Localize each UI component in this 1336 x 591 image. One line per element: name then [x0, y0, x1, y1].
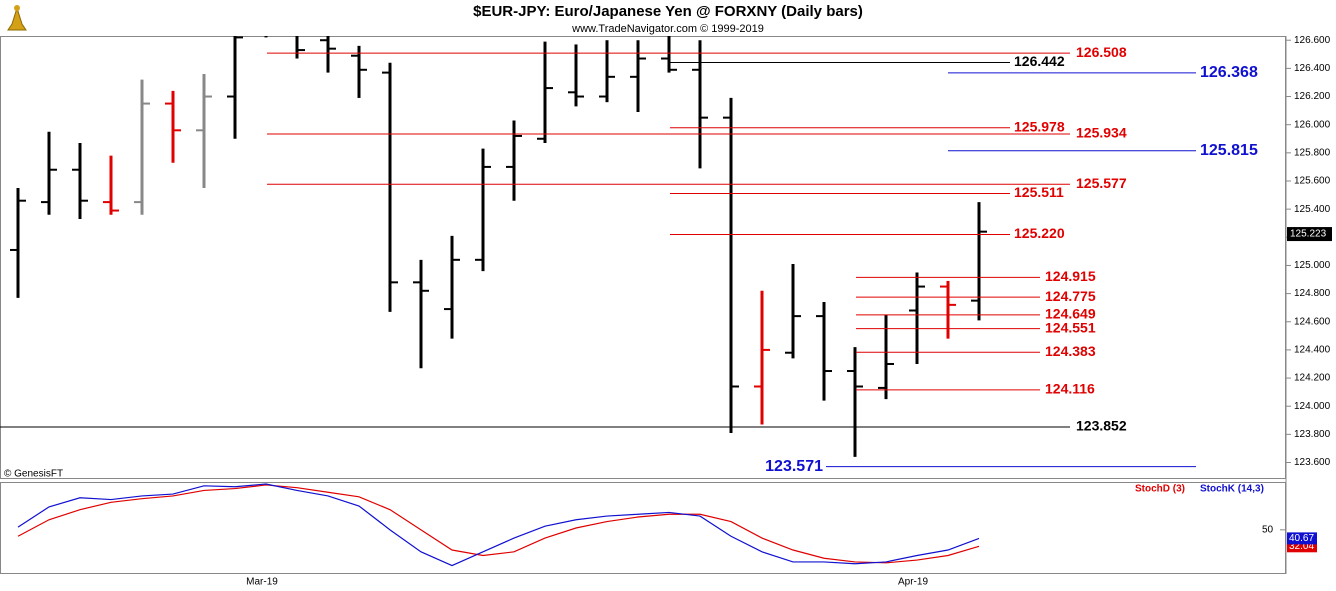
x-tick-label: Apr-19	[898, 577, 928, 588]
y-tick-label: 126.400	[1294, 63, 1331, 74]
y-tick-label: 125.000	[1294, 260, 1331, 271]
y-tick-label: 124.000	[1294, 401, 1331, 412]
level-label: 124.383	[1045, 343, 1096, 359]
level-label: 124.551	[1045, 319, 1096, 335]
stoch-last-box	[1287, 532, 1317, 545]
level-label: 125.220	[1014, 225, 1065, 241]
y-tick-label: 126.600	[1294, 35, 1331, 46]
y-tick-label: 125.600	[1294, 176, 1331, 187]
level-label: 125.511	[1014, 184, 1064, 200]
level-label: 125.934	[1076, 125, 1127, 141]
level-label: 125.978	[1014, 118, 1065, 134]
level-label: 126.508	[1076, 44, 1127, 60]
x-tick-label: Mar-19	[246, 577, 278, 588]
stoch-last-label: 32.04	[1289, 541, 1314, 552]
y-tick-label: 126.000	[1294, 119, 1331, 130]
stoch-line	[17, 484, 980, 564]
y-tick-label: 124.400	[1294, 345, 1331, 356]
y-tick-label: 124.200	[1294, 373, 1331, 384]
last-price-box	[1287, 227, 1332, 242]
y-tick-label: 126.200	[1294, 91, 1331, 102]
level-label: 124.116	[1045, 381, 1095, 397]
level-label: 124.775	[1045, 288, 1096, 304]
credit: © GenesisFT	[4, 469, 63, 480]
y-tick-label: 123.600	[1294, 457, 1331, 468]
y-tick-label: 124.600	[1294, 316, 1331, 327]
chart-title: $EUR-JPY: Euro/Japanese Yen @ FORXNY (Da…	[473, 3, 863, 20]
y-tick-label: 50	[1262, 524, 1274, 535]
y-tick-label: 124.800	[1294, 288, 1331, 299]
y-tick-label: 123.800	[1294, 429, 1331, 440]
level-label: 126.368	[1200, 64, 1258, 81]
level-label: 124.915	[1045, 268, 1096, 284]
legend-entry: StochK (14,3)	[1200, 484, 1264, 495]
stoch-last-label: 40.67	[1289, 533, 1314, 544]
stoch-line	[17, 483, 980, 567]
y-tick-label: 125.800	[1294, 147, 1331, 158]
y-tick-label: 125.400	[1294, 204, 1331, 215]
level-label: 125.815	[1200, 142, 1258, 159]
level-label: 124.649	[1045, 306, 1096, 322]
level-label: 123.571	[765, 458, 823, 475]
chart-subtitle: www.TradeNavigator.com © 1999-2019	[571, 23, 764, 35]
level-label: 125.577	[1076, 175, 1127, 191]
last-price-label: 125.223	[1290, 229, 1327, 240]
level-label: 126.442	[1014, 53, 1065, 69]
logo	[7, 5, 27, 31]
legend-entry: StochD (3)	[1135, 484, 1185, 495]
level-label: 123.852	[1076, 418, 1127, 434]
